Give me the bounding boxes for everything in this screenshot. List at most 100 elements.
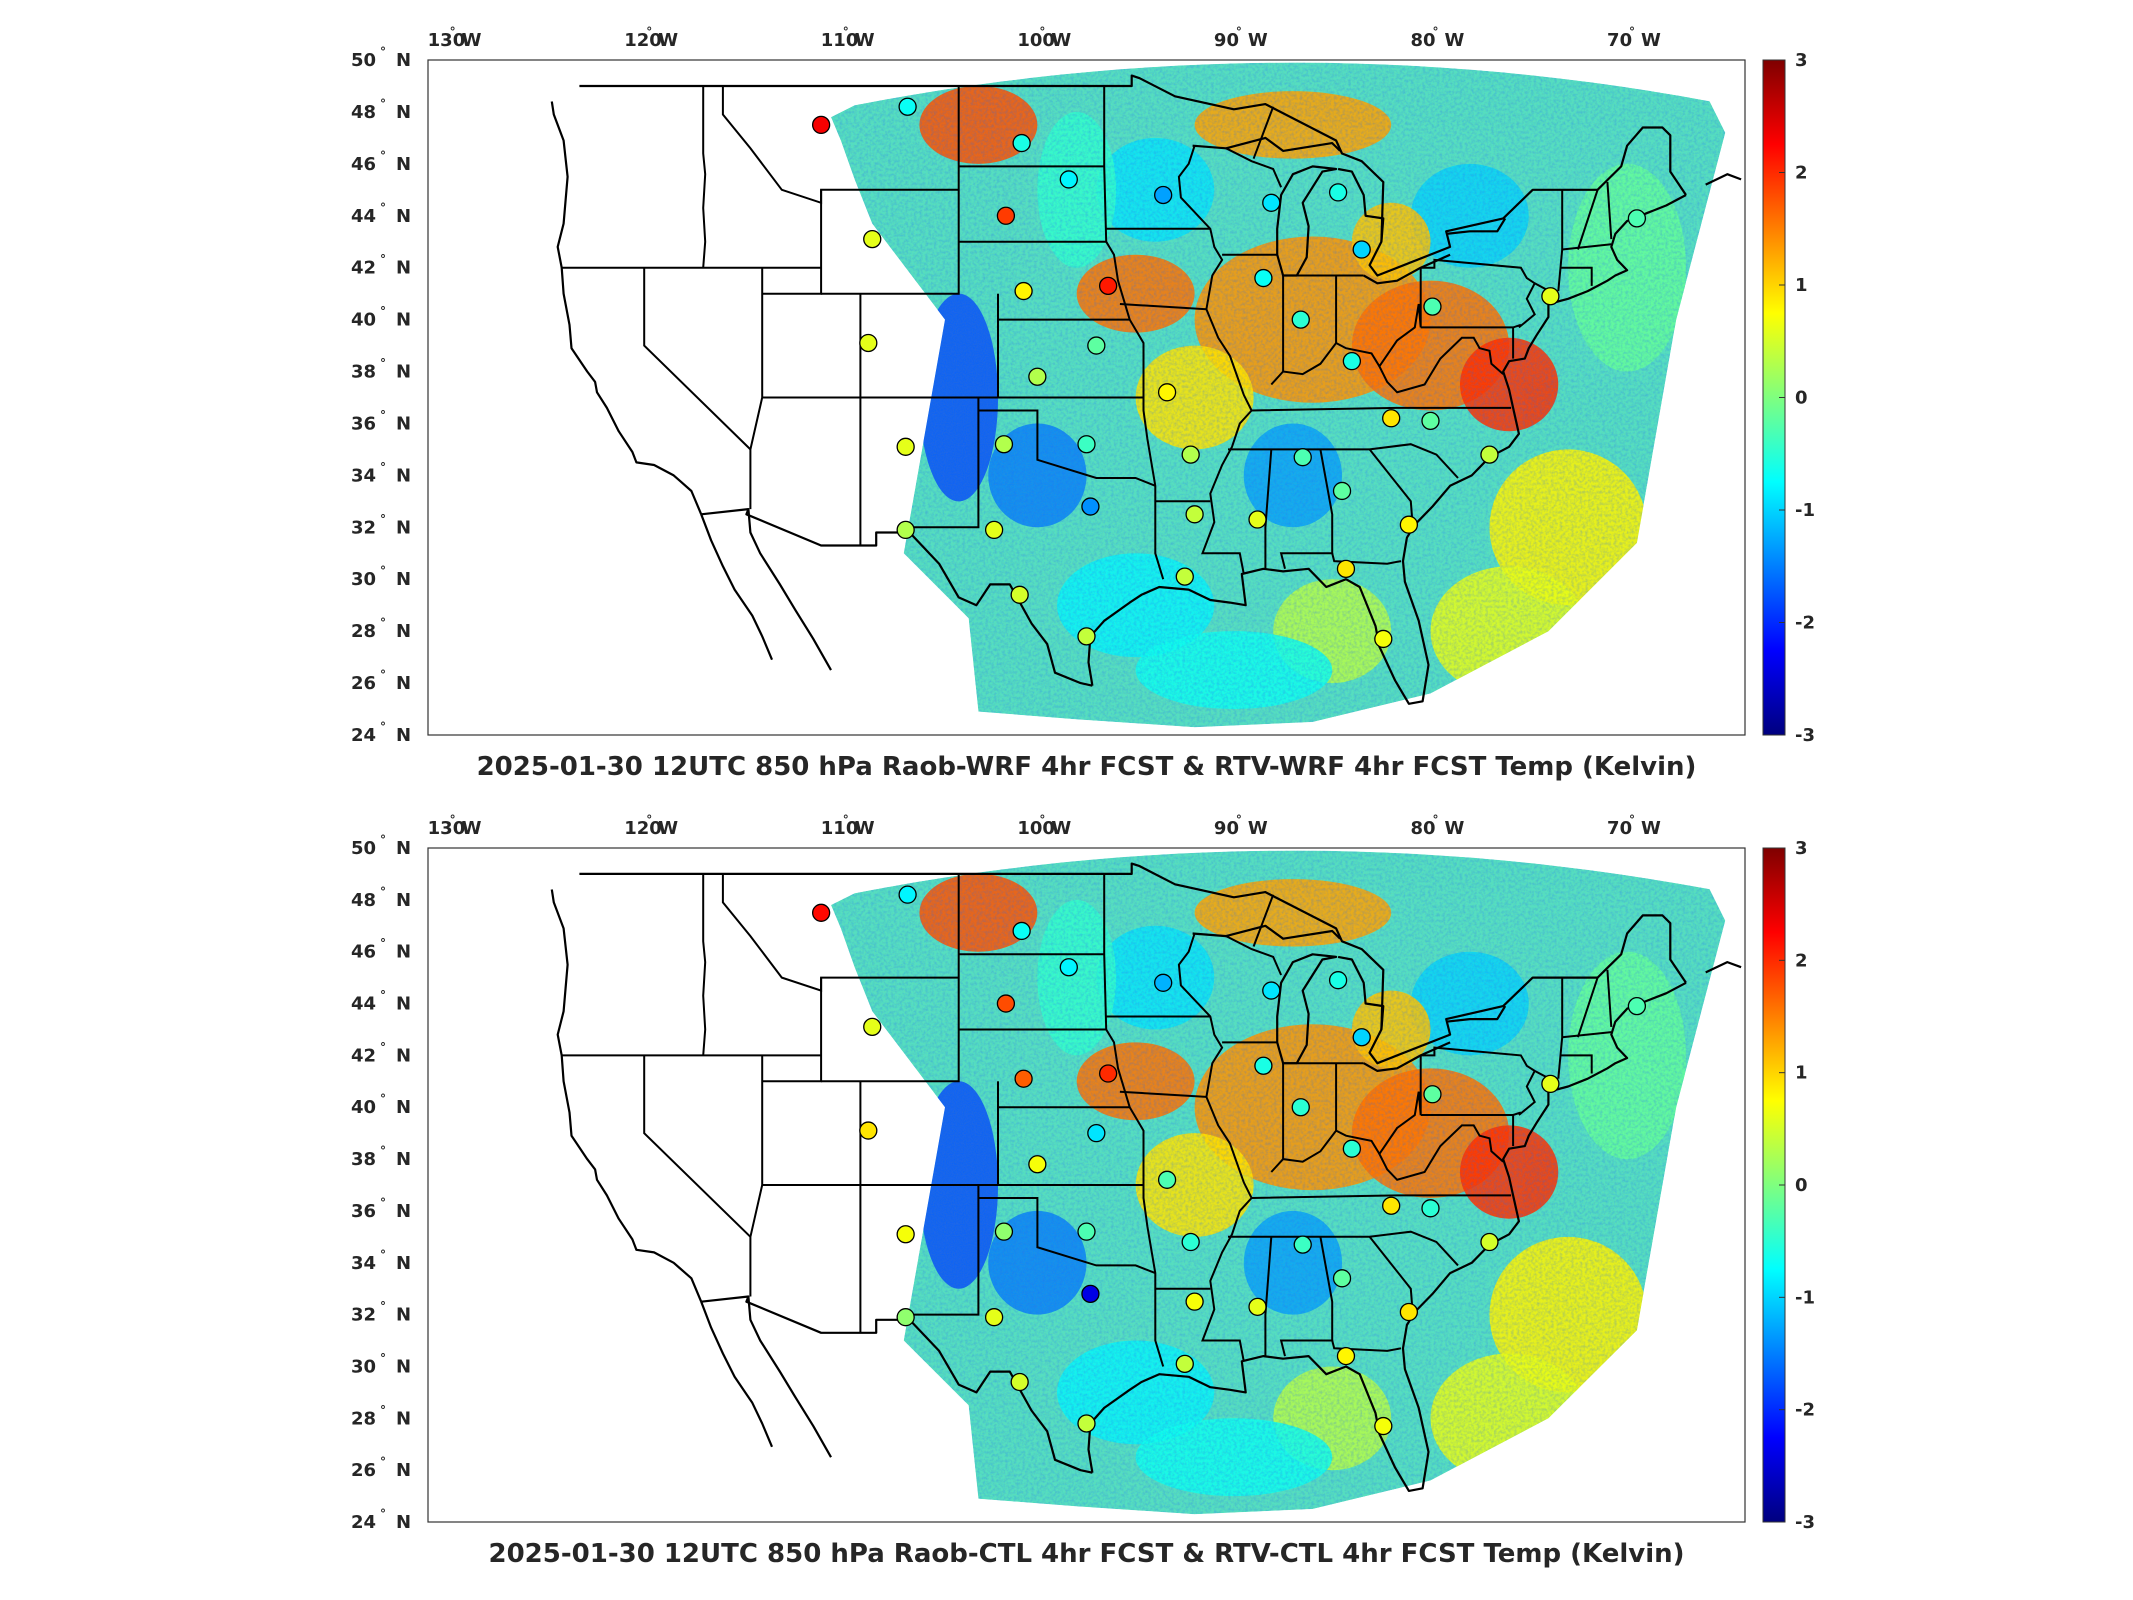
latitude-hemisphere: N — [396, 621, 411, 642]
raob-station-marker — [1262, 981, 1281, 1000]
degree-symbol: ° — [380, 305, 386, 319]
latitude-tick-label: 34 — [351, 1253, 376, 1274]
latitude-hemisphere: N — [396, 413, 411, 434]
colorbar-tick-label: 1 — [1795, 275, 1808, 296]
latitude-tick-label: 26 — [351, 673, 376, 694]
raob-station-marker — [1262, 193, 1281, 212]
latitude-tick-label: 26 — [351, 1460, 376, 1481]
raob-station-marker — [859, 333, 878, 353]
raob-station-marker — [1087, 1124, 1106, 1143]
raob-station-marker — [994, 1222, 1014, 1241]
degree-symbol: ° — [1236, 813, 1242, 827]
latitude-hemisphere: N — [396, 154, 411, 175]
degree-symbol: ° — [380, 833, 386, 847]
longitude-tick-label: 80 — [1410, 818, 1435, 839]
longitude-tick-label: 110 — [821, 30, 859, 51]
latitude-hemisphere: N — [396, 102, 411, 123]
raob-station-marker — [898, 885, 917, 904]
raob-station-marker — [1342, 352, 1362, 371]
raob-station-marker — [1336, 559, 1356, 578]
degree-symbol: ° — [1432, 25, 1438, 39]
degree-symbol: ° — [380, 512, 386, 526]
colorbar-tick-label: 0 — [1795, 388, 1808, 409]
colorbar-tick-label: 3 — [1795, 50, 1808, 71]
latitude-hemisphere: N — [396, 1460, 411, 1481]
raob-station-marker — [1293, 448, 1312, 467]
raob-station-marker — [1012, 133, 1031, 153]
degree-symbol: ° — [380, 989, 386, 1003]
longitude-hemisphere: W — [1641, 30, 1661, 51]
raob-station-marker — [863, 229, 882, 249]
raob-station-marker — [984, 1308, 1004, 1327]
raob-station-marker — [896, 437, 915, 456]
longitude-tick-label: 70 — [1607, 818, 1632, 839]
latitude-hemisphere: N — [396, 465, 411, 486]
latitude-hemisphere: N — [396, 517, 411, 538]
latitude-tick-label: 40 — [351, 310, 376, 331]
degree-symbol: ° — [450, 25, 456, 39]
raob-station-marker — [1154, 185, 1173, 205]
latitude-hemisphere: N — [396, 725, 411, 746]
raob-stations — [811, 97, 1647, 649]
latitude-tick-label: 40 — [351, 1097, 376, 1118]
latitude-tick-label: 44 — [351, 994, 376, 1015]
raob-station-marker — [1185, 1292, 1204, 1311]
map-panel-top: 130° W 120° W 110° W 100° W 90° W 80° W 70° W50 ° N48 ° N… — [351, 25, 1815, 782]
raob-station-marker — [1336, 1346, 1356, 1366]
latitude-tick-label: 34 — [351, 465, 376, 486]
longitude-tick-label: 80 — [1410, 30, 1435, 51]
colorbar-tick-label: -2 — [1795, 1400, 1815, 1421]
longitude-hemisphere: W — [462, 30, 482, 51]
latitude-hemisphere: N — [396, 890, 411, 911]
longitude-hemisphere: W — [855, 818, 875, 839]
raob-station-marker — [1399, 515, 1419, 534]
latitude-hemisphere: N — [396, 838, 411, 859]
latitude-hemisphere: N — [396, 362, 411, 383]
degree-symbol: ° — [380, 1351, 386, 1365]
latitude-tick-label: 46 — [351, 154, 376, 175]
colorbar: 3 2 1 0 -1 -2 -3 — [1762, 838, 1815, 1533]
latitude-hemisphere: N — [396, 1305, 411, 1326]
raob-station-marker — [1098, 1064, 1118, 1083]
raob-station-marker — [1293, 1235, 1312, 1254]
degree-symbol: ° — [1039, 813, 1045, 827]
raob-station-marker — [1291, 310, 1310, 329]
raob-station-marker — [896, 520, 915, 540]
raob-station-marker — [1157, 1170, 1177, 1189]
raob-station-marker — [996, 994, 1016, 1013]
raob-station-marker — [1012, 921, 1031, 941]
latitude-tick-label: 46 — [351, 942, 376, 963]
latitude-tick-label: 24 — [351, 1512, 376, 1533]
map-boundaries — [550, 862, 1742, 1492]
latitude-hemisphere: N — [396, 1408, 411, 1429]
raob-station-marker — [1087, 336, 1106, 355]
raob-station-marker — [863, 1017, 882, 1037]
raob-station-marker — [1374, 1416, 1393, 1436]
latitude-tick-label: 36 — [351, 413, 376, 434]
map-panel-bottom: 130° W 120° W 110° W 100° W 90° W 80° W 70° W50 ° N48 ° N… — [351, 813, 1815, 1569]
raob-station-marker — [1352, 1028, 1371, 1047]
raob-station-marker — [1332, 1269, 1352, 1288]
degree-symbol: ° — [380, 97, 386, 111]
latitude-tick-label: 50 — [351, 838, 376, 859]
degree-symbol: ° — [1629, 25, 1635, 39]
raob-station-marker — [898, 97, 917, 116]
longitude-hemisphere: W — [658, 30, 678, 51]
degree-symbol: ° — [1432, 813, 1438, 827]
degree-symbol: ° — [380, 1507, 386, 1521]
colorbar-tick-label: -3 — [1795, 1512, 1815, 1533]
raob-station-marker — [1154, 973, 1173, 992]
raob-station-marker — [1541, 1074, 1560, 1094]
latitude-tick-label: 24 — [351, 725, 376, 746]
colorbar-tick-label: 0 — [1795, 1175, 1808, 1196]
degree-symbol: ° — [380, 1403, 386, 1417]
longitude-tick-label: 90 — [1214, 30, 1239, 51]
degree-symbol: ° — [1039, 25, 1045, 39]
degree-symbol: ° — [1236, 25, 1242, 39]
raob-station-marker — [1248, 510, 1267, 529]
latitude-hemisphere: N — [396, 50, 411, 71]
latitude-tick-label: 38 — [351, 362, 376, 383]
longitude-hemisphere: W — [1051, 30, 1071, 51]
longitude-tick-labels: 130° W 120° W 110° W 100° W 90° W 80° W 70° W — [428, 25, 1661, 51]
